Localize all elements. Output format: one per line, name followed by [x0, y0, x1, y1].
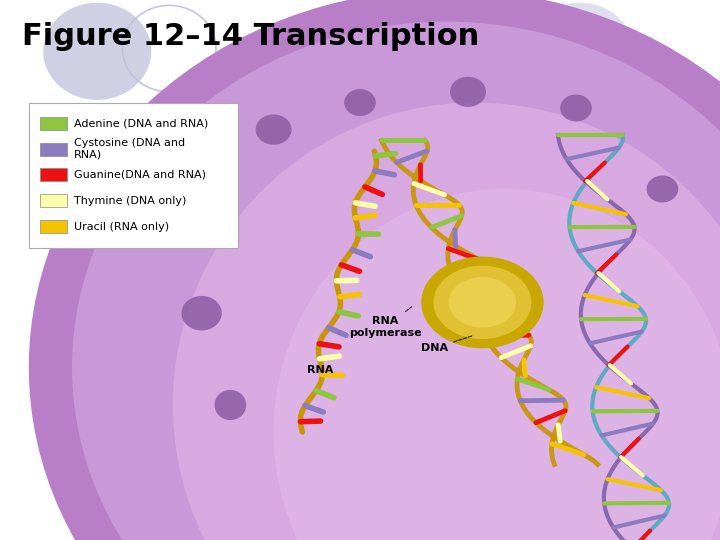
Text: Cystosine (DNA and
RNA): Cystosine (DNA and RNA) [74, 138, 185, 160]
Text: Thymine (DNA only): Thymine (DNA only) [74, 196, 186, 206]
FancyBboxPatch shape [40, 117, 67, 130]
Ellipse shape [181, 296, 222, 330]
Ellipse shape [29, 0, 720, 540]
Text: DNA: DNA [421, 336, 472, 353]
Ellipse shape [526, 3, 634, 100]
FancyBboxPatch shape [40, 143, 67, 156]
FancyBboxPatch shape [29, 103, 238, 248]
Ellipse shape [215, 390, 246, 420]
Text: Adenine (DNA and RNA): Adenine (DNA and RNA) [74, 118, 208, 128]
FancyBboxPatch shape [40, 168, 67, 181]
Ellipse shape [344, 89, 376, 116]
Ellipse shape [396, 0, 497, 92]
Ellipse shape [647, 176, 678, 202]
Ellipse shape [560, 94, 592, 122]
FancyBboxPatch shape [40, 220, 67, 233]
FancyBboxPatch shape [40, 194, 67, 207]
Text: RNA
polymerase: RNA polymerase [349, 307, 421, 338]
Text: RNA: RNA [307, 365, 333, 375]
Ellipse shape [173, 103, 720, 540]
Text: Guanine(DNA and RNA): Guanine(DNA and RNA) [74, 170, 206, 180]
Circle shape [421, 256, 544, 348]
Circle shape [449, 277, 516, 328]
Ellipse shape [256, 114, 292, 145]
Ellipse shape [72, 22, 720, 540]
Circle shape [433, 266, 531, 339]
Ellipse shape [450, 77, 486, 107]
Ellipse shape [198, 200, 234, 232]
Ellipse shape [43, 3, 151, 100]
Text: Uracil (RNA only): Uracil (RNA only) [74, 222, 169, 232]
Text: Figure 12–14 Transcription: Figure 12–14 Transcription [22, 22, 479, 51]
Ellipse shape [274, 189, 720, 540]
